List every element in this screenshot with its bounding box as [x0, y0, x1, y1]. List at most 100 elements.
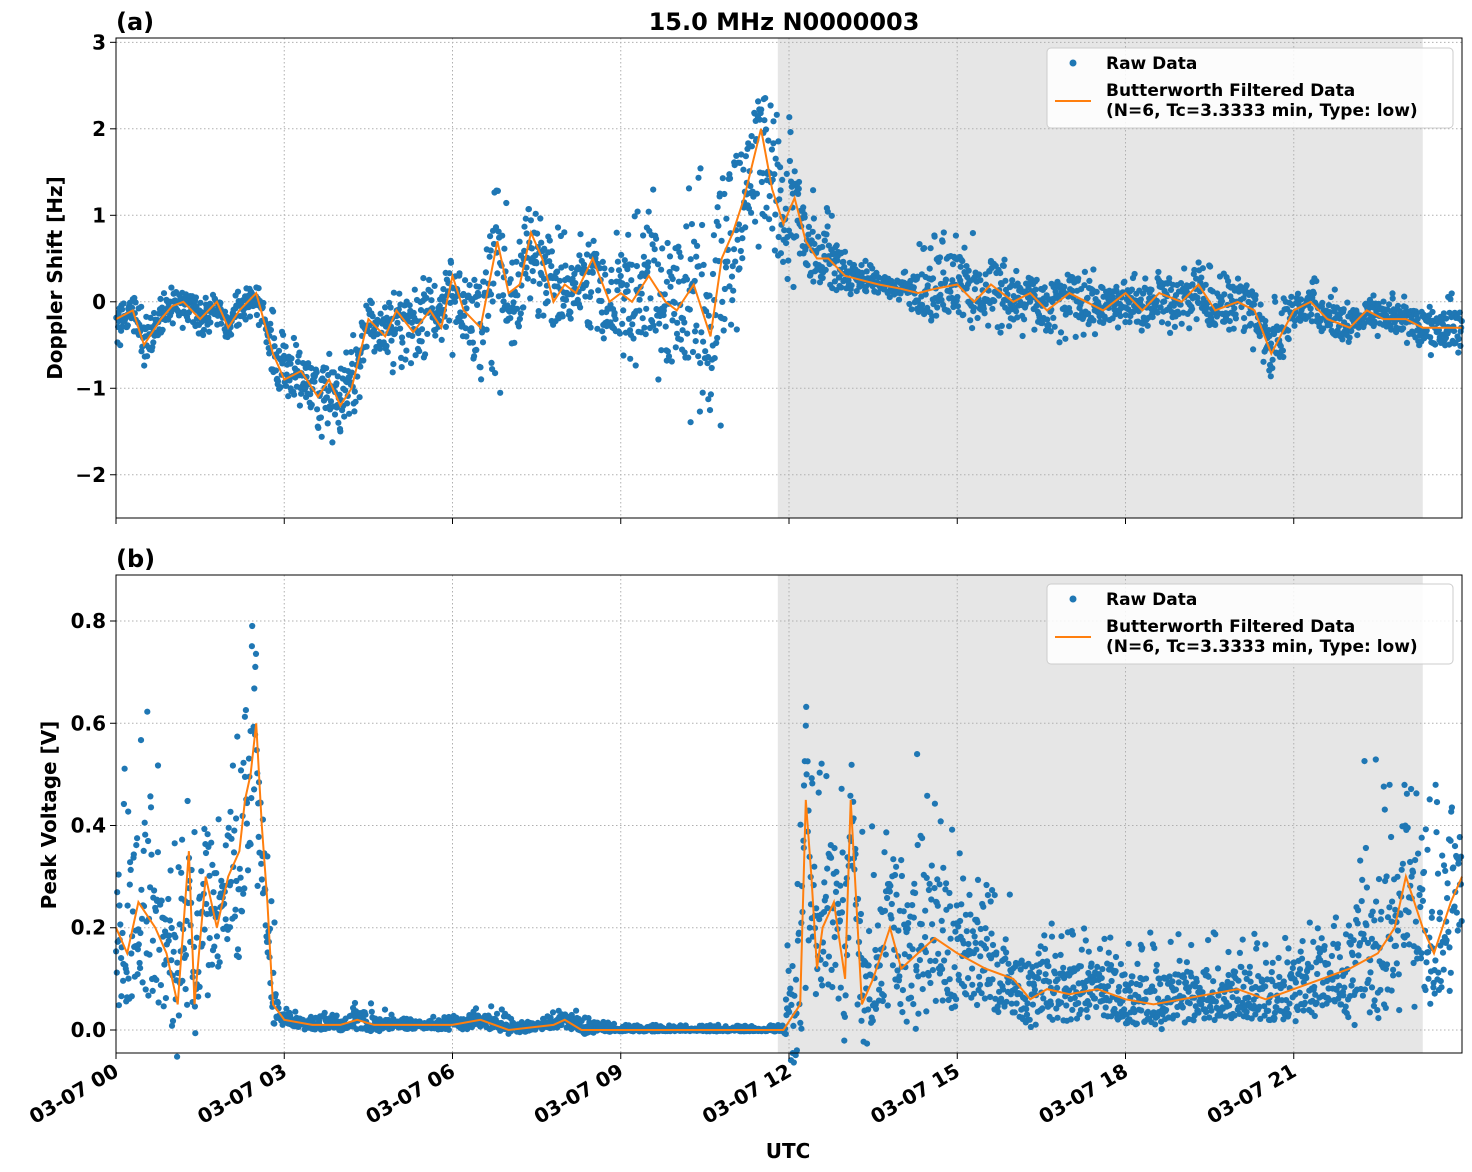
raw-data-point — [271, 343, 278, 350]
raw-data-point — [1284, 959, 1291, 966]
raw-data-point — [462, 277, 469, 284]
raw-data-point — [1203, 304, 1210, 311]
raw-data-point — [927, 245, 934, 252]
raw-data-point — [293, 341, 300, 349]
raw-data-point — [783, 170, 790, 177]
raw-data-point — [767, 102, 774, 109]
legend-raw-label: Raw Data — [1106, 54, 1197, 74]
raw-data-point — [133, 842, 140, 849]
raw-data-point — [1105, 949, 1112, 956]
raw-data-point — [659, 245, 666, 252]
raw-data-point — [390, 289, 397, 296]
raw-data-point — [398, 334, 406, 341]
raw-data-point — [1336, 315, 1343, 322]
raw-data-point — [1047, 328, 1054, 335]
raw-data-point — [1009, 277, 1016, 284]
raw-data-point — [693, 322, 700, 329]
raw-data-point — [711, 355, 718, 362]
raw-data-point — [1128, 286, 1135, 293]
raw-data-point — [973, 946, 980, 953]
raw-data-point — [184, 797, 191, 805]
panel-a-filtered-line — [115, 128, 1462, 408]
raw-data-point — [866, 928, 873, 935]
panel-a-label: (a) — [116, 8, 154, 36]
raw-data-point — [324, 420, 331, 427]
raw-data-point — [382, 304, 389, 311]
raw-data-point — [251, 685, 258, 692]
raw-data-point — [211, 943, 218, 950]
raw-data-point — [335, 419, 342, 426]
legend-filtered-label-line1: Butterworth Filtered Data — [1106, 81, 1355, 101]
raw-data-point — [1125, 940, 1132, 947]
raw-data-point — [1093, 288, 1100, 295]
raw-data-point — [706, 407, 714, 414]
raw-data-point — [246, 313, 254, 320]
raw-data-point — [706, 292, 713, 299]
raw-data-point — [699, 221, 706, 229]
raw-data-point — [387, 304, 394, 311]
raw-data-point — [236, 886, 243, 893]
raw-data-point — [296, 402, 303, 409]
raw-data-point — [954, 293, 961, 301]
raw-data-point — [449, 351, 456, 358]
raw-data-point — [1300, 1007, 1307, 1014]
raw-data-point — [684, 330, 691, 337]
raw-data-point — [549, 1009, 557, 1016]
legend-raw-marker — [1069, 59, 1077, 67]
raw-data-point — [893, 891, 900, 898]
raw-data-point — [1319, 299, 1326, 306]
raw-data-point — [428, 297, 435, 304]
raw-data-point — [1296, 966, 1304, 973]
raw-data-point — [134, 835, 141, 842]
raw-data-point — [184, 317, 192, 324]
raw-data-point — [430, 1013, 437, 1020]
raw-data-point — [1139, 944, 1146, 952]
raw-data-point — [921, 245, 928, 252]
raw-data-point — [118, 955, 125, 962]
raw-data-point — [931, 233, 938, 240]
raw-data-point — [321, 1009, 328, 1016]
raw-data-point — [675, 243, 682, 250]
raw-data-point — [442, 323, 449, 330]
raw-data-point — [699, 389, 706, 396]
raw-data-point — [1042, 971, 1049, 978]
raw-data-point — [785, 967, 792, 975]
raw-data-point — [137, 929, 144, 937]
raw-data-point — [960, 875, 967, 882]
y-tick-label: 3 — [92, 30, 106, 54]
raw-data-point — [739, 255, 746, 262]
raw-data-point — [1086, 277, 1093, 284]
raw-data-point — [170, 948, 177, 955]
raw-data-point — [976, 973, 983, 980]
raw-data-point — [714, 204, 721, 211]
raw-data-point — [721, 190, 728, 198]
raw-data-point — [415, 330, 422, 337]
raw-data-point — [497, 389, 504, 396]
raw-data-point — [728, 321, 735, 328]
raw-data-point — [1285, 945, 1292, 952]
raw-data-point — [703, 308, 710, 315]
raw-data-point — [977, 953, 984, 960]
raw-data-point — [1389, 290, 1396, 297]
raw-data-point — [1344, 299, 1351, 306]
raw-data-point — [253, 311, 260, 319]
raw-data-point — [956, 850, 963, 857]
raw-data-point — [209, 961, 216, 968]
raw-data-point — [1326, 309, 1333, 316]
raw-data-point — [821, 237, 828, 244]
raw-data-point — [707, 391, 715, 398]
raw-data-point — [1310, 290, 1317, 297]
raw-data-point — [431, 282, 438, 289]
raw-data-point — [1101, 935, 1108, 943]
raw-data-point — [709, 270, 717, 278]
raw-data-point — [694, 242, 701, 249]
raw-data-point — [669, 275, 676, 283]
raw-data-point — [514, 305, 521, 312]
raw-data-point — [615, 267, 623, 274]
raw-data-point — [958, 901, 965, 908]
raw-data-point — [800, 204, 807, 211]
raw-data-point — [120, 977, 127, 984]
raw-data-point — [940, 864, 947, 871]
raw-data-point — [1042, 301, 1049, 308]
raw-data-point — [653, 235, 660, 242]
